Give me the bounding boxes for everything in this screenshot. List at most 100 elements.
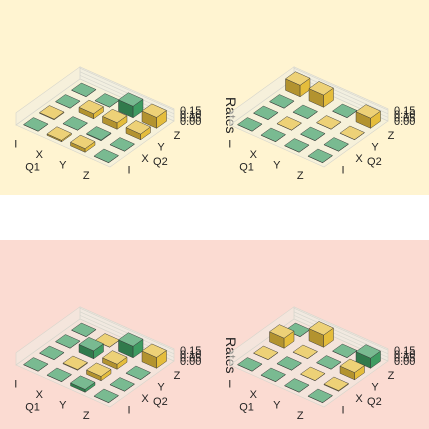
bar-top-face: [316, 115, 342, 130]
bar-Y-I: [284, 138, 310, 153]
bar-top-face: [332, 343, 358, 358]
bar-Z-Z: [355, 104, 381, 129]
z-tick-label: 0.00: [394, 116, 415, 128]
bar-Y-X: [86, 126, 112, 142]
bar-Z-Z: [355, 344, 381, 369]
bar-Y-Y: [102, 108, 128, 130]
z-tick-label: 0.00: [180, 116, 201, 128]
bar-top-face: [141, 343, 167, 358]
bar-top-face: [237, 117, 263, 132]
q1-tick-label: I: [228, 378, 231, 390]
q1-tick-label: Z: [297, 170, 304, 182]
bar-top-face: [300, 366, 326, 381]
bar-top-face: [253, 105, 279, 120]
bar-top-face: [308, 81, 334, 96]
bar-I-Z: [71, 82, 97, 98]
bar-top-face: [62, 116, 88, 131]
bar-top-face: [284, 138, 310, 153]
q2-tick-label: Y: [371, 141, 379, 153]
z-tick-label: 0.15: [180, 345, 201, 357]
bar-I-Y: [55, 334, 81, 349]
bar-X-Y: [292, 104, 318, 120]
bar-top-face: [86, 362, 112, 377]
bar-top-face: [339, 358, 365, 373]
bar-top-face: [125, 120, 151, 135]
bar-top-face: [323, 376, 349, 391]
bar-I-Z: [285, 71, 311, 98]
bar-I-Y: [269, 94, 295, 109]
q1-tick-label: X: [250, 149, 258, 161]
bar-top-face: [93, 388, 119, 403]
q2-axis-label: Q2: [153, 396, 168, 408]
bar-I-I: [237, 117, 263, 132]
bar-top-face: [70, 134, 96, 149]
bar-Z-I: [93, 148, 119, 164]
bar-Y-Y: [316, 355, 342, 370]
q1-tick-label: I: [228, 138, 231, 150]
bar-Z-I: [93, 388, 119, 404]
q2-tick-label: Y: [371, 381, 379, 393]
bar-Z-X: [323, 376, 349, 392]
q2-tick-label: I: [341, 404, 344, 416]
bar-top-face: [323, 137, 349, 152]
q2-tick-label: X: [141, 393, 149, 405]
z-gridline: [79, 67, 175, 111]
bar-top-face: [332, 103, 358, 118]
bar-top-face: [237, 357, 263, 372]
q1-tick-label: Y: [273, 399, 281, 411]
q1-tick-label: Y: [59, 159, 67, 171]
z-tick-label: 0.05: [180, 352, 201, 364]
q1-axis-label: Q1: [25, 402, 40, 414]
bar-Z-I: [307, 388, 333, 404]
q1-tick-label: X: [36, 149, 44, 161]
z-tick-label: 0.10: [394, 109, 415, 121]
bar-X-Y: [78, 337, 104, 360]
bar-Y-X: [300, 126, 326, 142]
bar-top-face: [102, 108, 128, 124]
bar-top-face: [55, 334, 81, 349]
z-gridline: [293, 311, 389, 355]
bar-top-face: [71, 322, 97, 337]
bar-I-X: [39, 345, 65, 361]
bar-top-face: [141, 103, 167, 118]
bar-top-face: [70, 375, 96, 390]
bar-top-face: [46, 126, 72, 141]
bar-top-face: [71, 82, 97, 97]
bar-X-I: [46, 367, 72, 383]
q2-tick-label: Y: [157, 381, 165, 393]
bar-Z-Z: [141, 103, 167, 129]
bar-Y-I: [70, 375, 96, 393]
q1-tick-label: I: [14, 138, 17, 150]
q2-tick-label: Z: [174, 130, 181, 142]
bar-Z-Y: [339, 125, 365, 141]
bar-X-X: [62, 116, 88, 131]
bar-I-Y: [269, 324, 295, 349]
bar-top-face: [307, 148, 333, 163]
bar-Z-Z: [141, 343, 167, 369]
z-tick-label: 0.15: [394, 345, 415, 357]
bar-top-face: [316, 355, 342, 370]
q1-tick-label: Z: [83, 410, 90, 422]
bar-top-face: [46, 367, 72, 382]
bar-top-face: [292, 344, 318, 359]
bar-X-I: [260, 127, 286, 143]
q1-tick-label: Y: [273, 159, 281, 171]
bar-top-face: [307, 388, 333, 403]
bar-top-face: [39, 105, 65, 120]
q2-tick-label: Y: [157, 141, 165, 153]
bar-top-face: [39, 345, 65, 360]
q1-axis-label: Q1: [25, 162, 40, 174]
bar-X-X: [276, 356, 302, 371]
bar-top-face: [125, 365, 151, 380]
bar-top-face: [260, 127, 286, 142]
bar-top-face: [253, 345, 279, 360]
bar-I-X: [39, 105, 65, 121]
bar-X-X: [276, 116, 302, 131]
bar-Y-Z: [332, 103, 358, 119]
z-gridline: [293, 307, 389, 351]
q2-tick-label: Z: [388, 370, 395, 382]
z-tick-label: 0.05: [394, 112, 415, 124]
q1-axis-label: Q1: [239, 402, 254, 414]
bar-top-face: [86, 126, 112, 141]
